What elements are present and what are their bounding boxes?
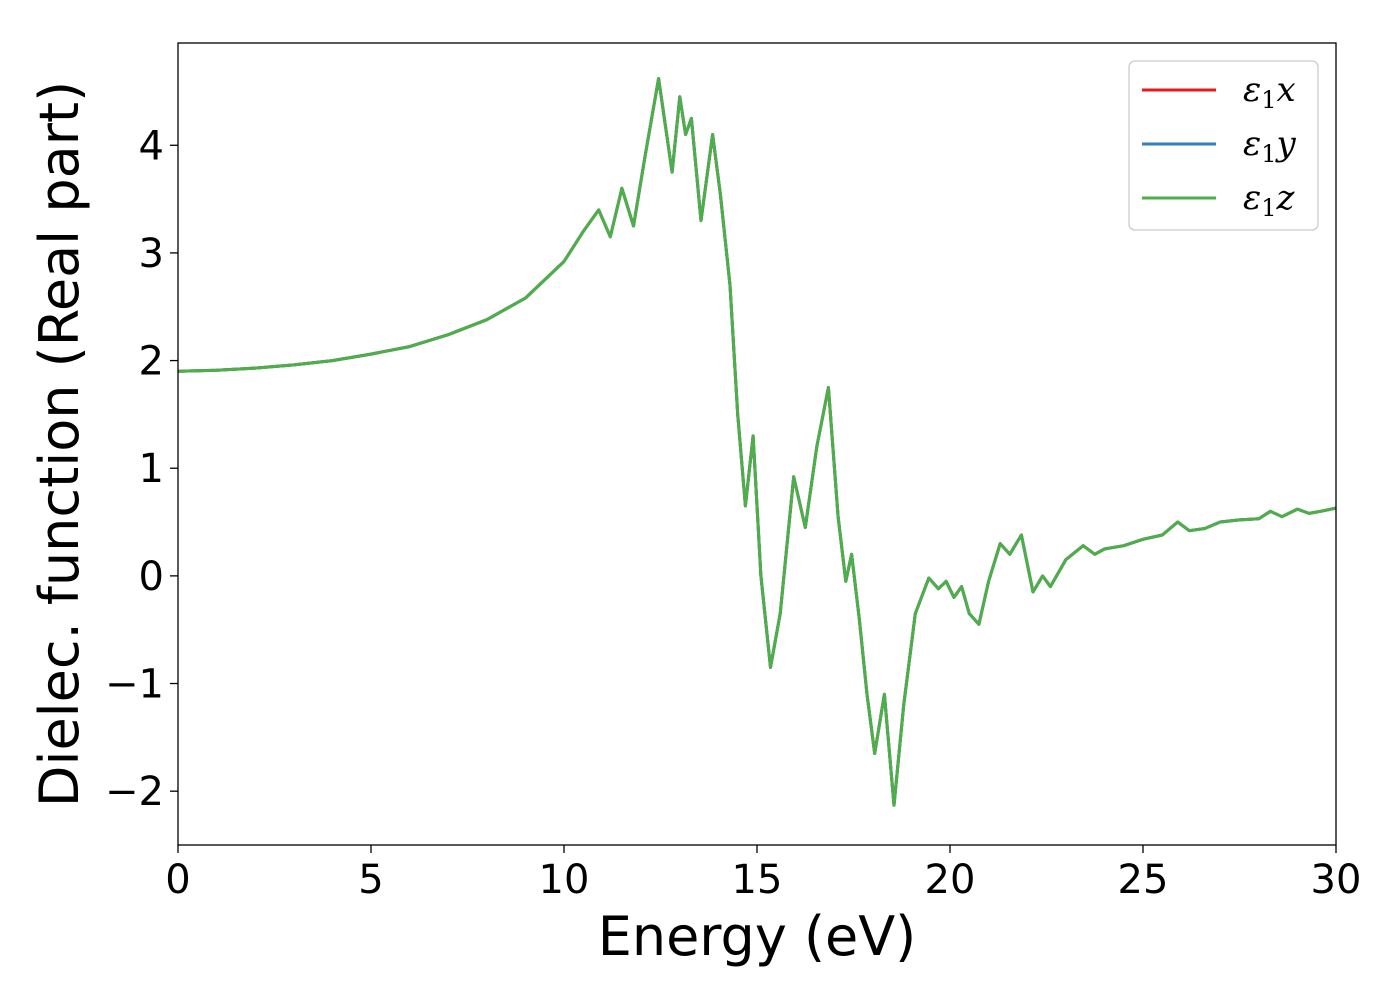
x-axis-label: Energy (eV) [598, 905, 917, 968]
legend-label: ε1y [1243, 124, 1297, 168]
legend-label: ε1x [1243, 70, 1296, 114]
legend-entries: ε1x ε1y ε1z [1142, 70, 1297, 222]
x-tick-label: 15 [732, 857, 783, 903]
y-tick-label: 3 [139, 231, 164, 277]
y-tick-label: 2 [139, 339, 164, 385]
x-tick-label: 10 [539, 857, 590, 903]
legend-box [1128, 60, 1319, 231]
y-tick-label: −2 [105, 769, 164, 815]
y-ticks: −2 −1 0 1 2 3 4 [105, 123, 178, 815]
x-tick-label: 5 [358, 857, 383, 903]
x-tick-label: 0 [165, 857, 190, 903]
x-tick-label: 30 [1311, 857, 1362, 903]
y-tick-label: −1 [105, 662, 164, 708]
legend-label: ε1z [1243, 178, 1296, 222]
series-layer [177, 77, 1337, 807]
x-tick-label: 20 [925, 857, 976, 903]
series-line-2 [177, 77, 1337, 807]
x-tick-label: 25 [1118, 857, 1169, 903]
y-tick-label: 1 [139, 446, 164, 492]
x-ticks: 0 5 10 15 20 25 30 [165, 845, 1361, 903]
y-tick-label: 4 [139, 123, 164, 169]
legend: ε1x ε1y ε1z [1128, 60, 1319, 231]
y-tick-label: 0 [139, 554, 164, 600]
y-axis-label: Dielec. function (Real part) [28, 81, 91, 807]
